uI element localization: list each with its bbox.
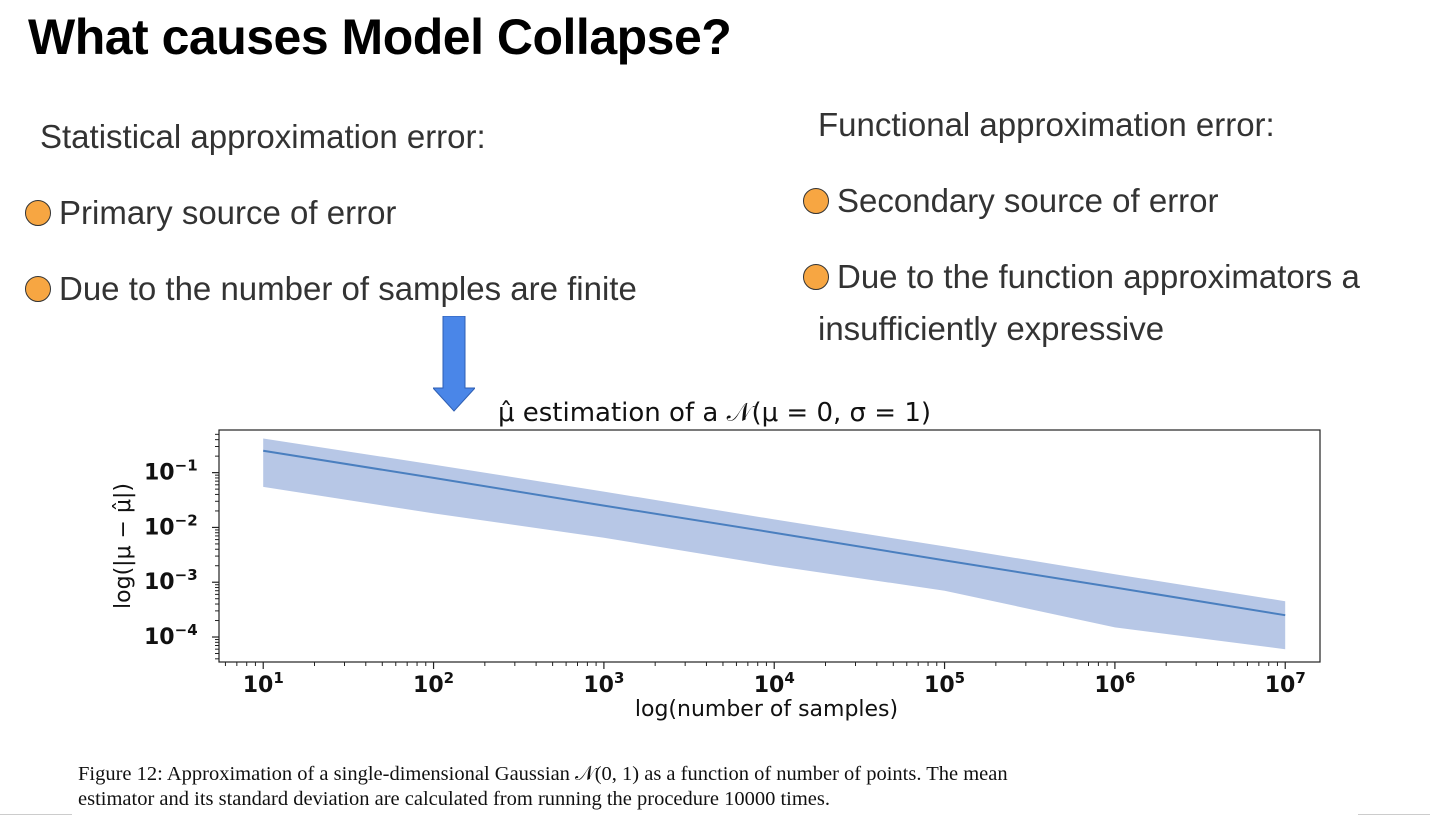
x-tick-label: 105 xyxy=(924,669,965,698)
footer-rule-right xyxy=(1358,814,1430,815)
figure-caption: Figure 12: Approximation of a single-dim… xyxy=(78,762,1368,812)
bullet-function-approximators: Due to the function approximators a xyxy=(803,258,1360,296)
bullet-dot-icon xyxy=(25,200,51,226)
bullet-dot-icon xyxy=(803,188,829,214)
bullet-text: Primary source of error xyxy=(59,194,397,231)
functional-error-heading: Functional approximation error: xyxy=(818,106,1275,143)
y-tick-label: 10−3 xyxy=(144,566,198,595)
bullet-text: Due to the function approximators a xyxy=(837,258,1360,295)
slide-title: What causes Model Collapse? xyxy=(28,9,732,65)
y-tick-label: 10−1 xyxy=(144,457,198,486)
y-axis-label: log(|μ − μ̂|) xyxy=(111,483,136,609)
x-tick-label: 106 xyxy=(1094,669,1135,698)
plot-frame xyxy=(218,429,1321,663)
caption-line-1: Figure 12: Approximation of a single-dim… xyxy=(78,763,1008,785)
y-tick-label: 10−2 xyxy=(144,511,198,540)
x-tick-label: 102 xyxy=(413,669,454,698)
x-tick-label: 104 xyxy=(754,669,795,698)
x-axis-label: log(number of samples) xyxy=(635,697,898,722)
bullet-dot-icon xyxy=(803,264,829,290)
x-tick-label: 101 xyxy=(243,669,284,698)
down-arrow-icon xyxy=(433,316,475,412)
bullet-finite-samples: Due to the number of samples are finite xyxy=(25,270,637,308)
y-tick-label: 10−4 xyxy=(144,621,198,650)
bullet-text: Secondary source of error xyxy=(837,182,1219,219)
footer-rule-left xyxy=(0,814,72,815)
caption-line-2: estimator and its standard deviation are… xyxy=(78,788,830,810)
bullet-wrap-line: insufficiently expressive xyxy=(818,310,1165,347)
bullet-text: Due to the number of samples are finite xyxy=(59,270,637,307)
x-tick-label: 107 xyxy=(1265,669,1306,698)
bullet-secondary-source: Secondary source of error xyxy=(803,182,1219,220)
std-band xyxy=(263,438,1286,650)
statistical-error-heading: Statistical approximation error: xyxy=(40,118,486,155)
chart-title: μ̂ estimation of a 𝒩(μ = 0, σ = 1) xyxy=(498,398,931,428)
mu-estimation-chart: 101 102 103 104 105 106 107 10−1 10−2 10−3 10−4 μ̂ … xyxy=(111,398,1321,722)
mean-line xyxy=(263,449,1286,617)
bullet-dot-icon xyxy=(25,276,51,302)
x-tick-label: 103 xyxy=(583,669,624,698)
bullet-primary-source: Primary source of error xyxy=(25,194,396,232)
